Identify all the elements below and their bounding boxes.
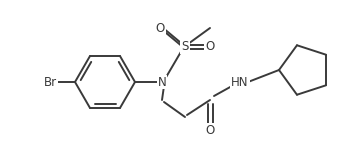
Text: Br: Br	[44, 75, 57, 88]
Text: S: S	[181, 40, 189, 54]
Text: O: O	[205, 123, 215, 136]
Text: O: O	[155, 21, 165, 34]
Text: O: O	[205, 40, 215, 54]
Text: N: N	[158, 75, 166, 88]
Text: HN: HN	[231, 75, 249, 88]
